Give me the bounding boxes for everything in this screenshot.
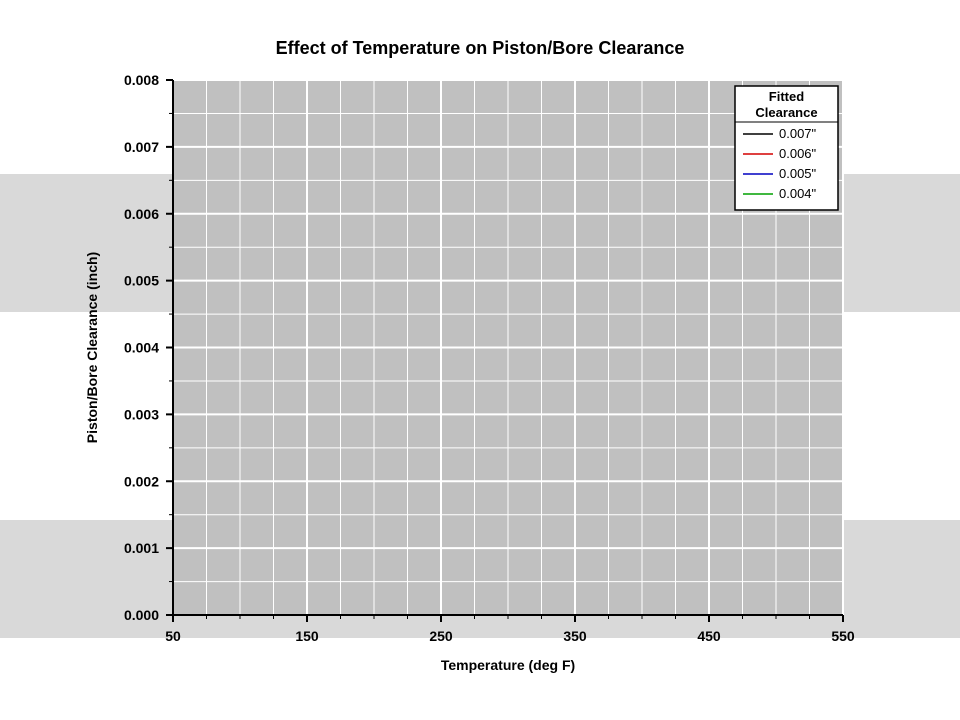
- x-tick-label: 250: [429, 628, 453, 644]
- x-axis-label: Temperature (deg F): [441, 657, 575, 673]
- y-tick-label: 0.001: [124, 540, 159, 556]
- y-tick-label: 0.003: [124, 406, 159, 422]
- y-tick-label: 0.006: [124, 206, 159, 222]
- legend-title: Fitted: [769, 89, 804, 104]
- y-tick-label: 0.000: [124, 607, 159, 623]
- x-tick-label: 150: [295, 628, 319, 644]
- y-tick-label: 0.008: [124, 72, 159, 88]
- y-tick-label: 0.004: [124, 340, 159, 356]
- x-tick-label: 550: [831, 628, 855, 644]
- x-tick-label: 450: [697, 628, 721, 644]
- x-tick-label: 350: [563, 628, 587, 644]
- x-tick-label: 50: [165, 628, 181, 644]
- legend-item-label: 0.007": [779, 126, 817, 141]
- legend-title: Clearance: [755, 105, 817, 120]
- y-tick-label: 0.007: [124, 139, 159, 155]
- y-tick-label: 0.002: [124, 473, 159, 489]
- y-tick-label: 0.005: [124, 273, 159, 289]
- y-axis-label: Piston/Bore Clearance (inch): [84, 252, 100, 443]
- chart: 50 150 250 350 450 550 0.000 0.001 0.002 0.003 0.0…: [0, 0, 960, 720]
- legend-item-label: 0.004": [779, 186, 817, 201]
- legend-item-label: 0.005": [779, 166, 817, 181]
- legend-item-label: 0.006": [779, 146, 817, 161]
